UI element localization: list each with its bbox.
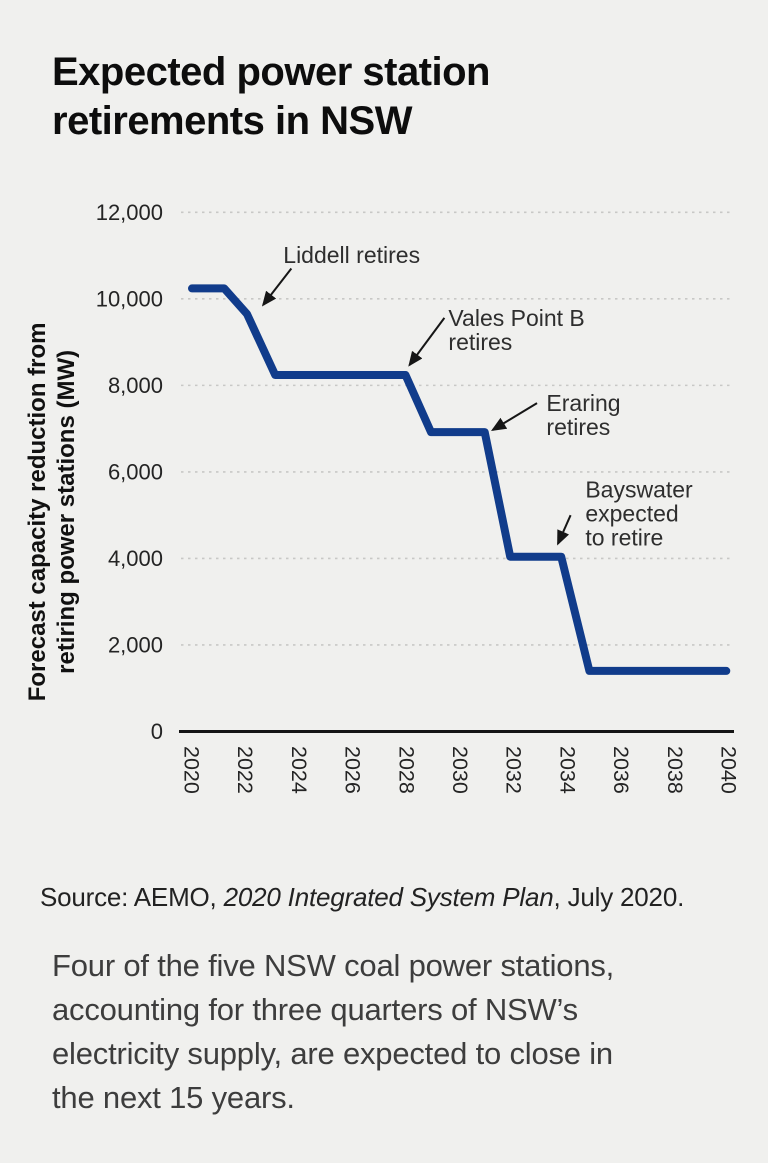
caption-line-2: accounting for three quarters of NSW’s bbox=[52, 992, 578, 1027]
svg-text:2036: 2036 bbox=[609, 746, 633, 794]
annotation-label: Liddell retires bbox=[283, 242, 420, 268]
svg-text:8,000: 8,000 bbox=[108, 373, 163, 398]
caption-line-4: the next 15 years. bbox=[52, 1080, 295, 1115]
source-suffix: , July 2020. bbox=[553, 882, 685, 912]
svg-text:2032: 2032 bbox=[502, 746, 526, 794]
svg-text:2,000: 2,000 bbox=[108, 632, 163, 657]
annotation-arrow bbox=[491, 402, 538, 431]
svg-text:2024: 2024 bbox=[287, 746, 311, 794]
svg-text:2026: 2026 bbox=[341, 746, 365, 794]
caption-text: Four of the five NSW coal power stations… bbox=[52, 944, 732, 1120]
svg-text:12,000: 12,000 bbox=[96, 200, 163, 225]
capacity-reduction-line bbox=[188, 284, 731, 675]
source-prefix: Source: AEMO, bbox=[40, 882, 224, 912]
source-note: Source: AEMO, 2020 Integrated System Pla… bbox=[40, 882, 750, 913]
svg-text:0: 0 bbox=[151, 719, 163, 744]
svg-text:2030: 2030 bbox=[448, 746, 472, 794]
y-axis-tick-labels: 0 2,000 4,000 6,000 8,000 10,000 12,000 bbox=[96, 200, 163, 744]
annotation-arrow bbox=[261, 267, 293, 307]
svg-text:10,000: 10,000 bbox=[96, 286, 163, 311]
svg-text:2022: 2022 bbox=[233, 746, 257, 794]
svg-text:retiring power stations (MW): retiring power stations (MW) bbox=[53, 350, 80, 674]
page-title-line-1: Expected power station bbox=[52, 50, 490, 94]
svg-text:2020: 2020 bbox=[180, 746, 204, 794]
page-title: Expected power station retirements in NS… bbox=[52, 48, 712, 146]
source-publication: 2020 Integrated System Plan bbox=[223, 882, 554, 912]
annotation-label: Bayswater expected to retire bbox=[585, 477, 693, 551]
annotation-label: Eraring retires bbox=[546, 390, 620, 440]
caption-line-3: electricity supply, are expected to clos… bbox=[52, 1036, 613, 1071]
svg-text:Forecast capacity reduction fr: Forecast capacity reduction from bbox=[24, 323, 51, 702]
annotation-arrow bbox=[557, 514, 572, 546]
svg-text:2034: 2034 bbox=[555, 746, 579, 794]
page-title-line-2: retirements in NSW bbox=[52, 99, 412, 143]
x-axis-tick-labels: 2020 2022 2024 2026 2028 2030 2032 2034 2036 2038… bbox=[180, 746, 741, 794]
svg-text:2040: 2040 bbox=[717, 746, 741, 794]
caption-line-1: Four of the five NSW coal power stations… bbox=[52, 948, 615, 983]
svg-text:2038: 2038 bbox=[663, 746, 687, 794]
annotation-arrow bbox=[408, 317, 446, 367]
svg-text:6,000: 6,000 bbox=[108, 459, 163, 484]
svg-text:2028: 2028 bbox=[394, 746, 418, 794]
svg-text:4,000: 4,000 bbox=[108, 546, 163, 571]
y-axis-title: Forecast capacity reduction from retiring… bbox=[24, 323, 80, 702]
